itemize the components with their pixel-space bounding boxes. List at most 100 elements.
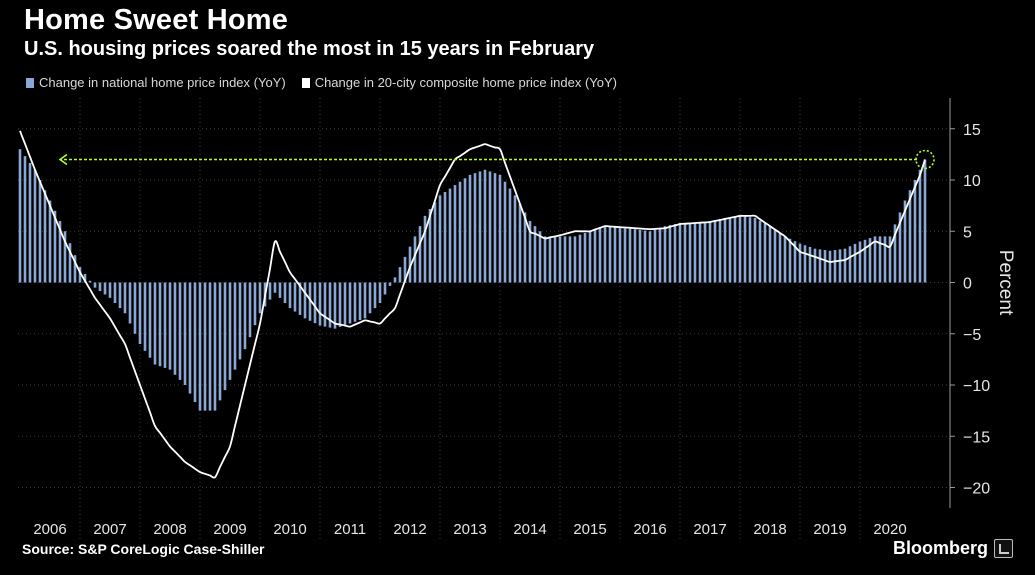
bar bbox=[243, 282, 247, 350]
bar bbox=[508, 188, 512, 283]
bar bbox=[908, 190, 912, 283]
bar bbox=[638, 229, 642, 283]
x-tick-label: 2009 bbox=[213, 521, 246, 538]
bar bbox=[183, 282, 187, 385]
y-tick-label: −15 bbox=[963, 429, 990, 446]
bar bbox=[113, 282, 117, 303]
bar bbox=[33, 169, 37, 283]
bar bbox=[153, 282, 157, 365]
bar bbox=[488, 171, 492, 283]
bar bbox=[738, 215, 742, 283]
bar bbox=[53, 210, 57, 283]
bar bbox=[138, 282, 142, 344]
bar bbox=[633, 229, 637, 283]
bar bbox=[73, 255, 77, 283]
bar bbox=[753, 217, 757, 283]
bar bbox=[458, 181, 462, 283]
bar bbox=[808, 246, 812, 283]
bar bbox=[708, 221, 712, 283]
bar bbox=[443, 191, 447, 283]
bar bbox=[518, 203, 522, 283]
bar bbox=[168, 282, 172, 370]
bar bbox=[373, 282, 377, 309]
bar bbox=[298, 282, 302, 315]
bar bbox=[143, 282, 147, 351]
x-tick-label: 2014 bbox=[513, 521, 546, 538]
bar bbox=[693, 223, 697, 283]
bar bbox=[193, 282, 197, 403]
bar bbox=[858, 241, 862, 283]
bar bbox=[898, 212, 902, 283]
x-tick-label: 2012 bbox=[393, 521, 426, 538]
bar bbox=[178, 282, 182, 380]
bar bbox=[398, 267, 402, 283]
bar bbox=[618, 228, 622, 283]
bar bbox=[918, 169, 922, 283]
bar bbox=[208, 282, 212, 411]
bar bbox=[658, 227, 662, 283]
bar bbox=[513, 195, 517, 283]
bar bbox=[523, 212, 527, 283]
y-tick-label: 15 bbox=[963, 122, 981, 139]
bar bbox=[248, 282, 252, 338]
y-tick-label: −20 bbox=[963, 481, 990, 498]
bar bbox=[588, 231, 592, 283]
x-tick-label: 2008 bbox=[153, 521, 186, 538]
bar bbox=[788, 238, 792, 283]
bar bbox=[733, 216, 737, 283]
bar bbox=[678, 223, 682, 283]
x-tick-label: 2018 bbox=[753, 521, 786, 538]
bar bbox=[878, 236, 882, 283]
bar bbox=[433, 202, 437, 283]
bar bbox=[28, 162, 32, 283]
chart-title: Home Sweet Home bbox=[24, 4, 289, 36]
bar bbox=[223, 282, 227, 391]
bar bbox=[743, 216, 747, 283]
bar bbox=[88, 280, 92, 283]
bar bbox=[883, 236, 887, 283]
bar bbox=[83, 273, 87, 283]
bar bbox=[233, 282, 237, 370]
bar bbox=[103, 282, 107, 295]
bar bbox=[283, 282, 287, 303]
bar bbox=[308, 282, 312, 321]
bar bbox=[923, 159, 927, 283]
bar bbox=[198, 282, 202, 411]
bar bbox=[148, 282, 152, 358]
bar bbox=[763, 223, 767, 283]
bar bbox=[323, 282, 327, 327]
chart-subtitle: U.S. housing prices soared the most in 1… bbox=[24, 38, 595, 60]
y-tick-label: 0 bbox=[963, 276, 972, 293]
bar bbox=[873, 236, 877, 283]
y-tick-label: 10 bbox=[963, 173, 981, 190]
bar bbox=[288, 282, 292, 309]
bar bbox=[363, 282, 367, 319]
bar bbox=[48, 200, 52, 283]
bar bbox=[63, 231, 67, 283]
bar bbox=[573, 236, 577, 283]
bar bbox=[58, 221, 62, 283]
bar bbox=[723, 217, 727, 283]
bar bbox=[358, 282, 362, 321]
bar bbox=[818, 249, 822, 283]
bar bbox=[318, 282, 322, 326]
x-tick-label: 2017 bbox=[693, 521, 726, 538]
bar bbox=[628, 228, 632, 283]
source-note: Source: S&P CoreLogic Case-Shiller bbox=[22, 541, 265, 557]
arrowhead-icon bbox=[58, 153, 68, 166]
bar bbox=[448, 188, 452, 283]
bar bbox=[343, 282, 347, 326]
bar bbox=[793, 241, 797, 283]
bar bbox=[613, 227, 617, 283]
bar bbox=[803, 245, 807, 283]
bar bbox=[538, 231, 542, 283]
bar bbox=[653, 229, 657, 283]
bar bbox=[843, 248, 847, 283]
bar bbox=[688, 223, 692, 283]
bar bbox=[673, 224, 677, 283]
bloomberg-badge-icon bbox=[994, 539, 1014, 558]
bar bbox=[38, 180, 42, 283]
bar bbox=[408, 246, 412, 283]
bar bbox=[493, 173, 497, 283]
bar bbox=[393, 277, 397, 283]
